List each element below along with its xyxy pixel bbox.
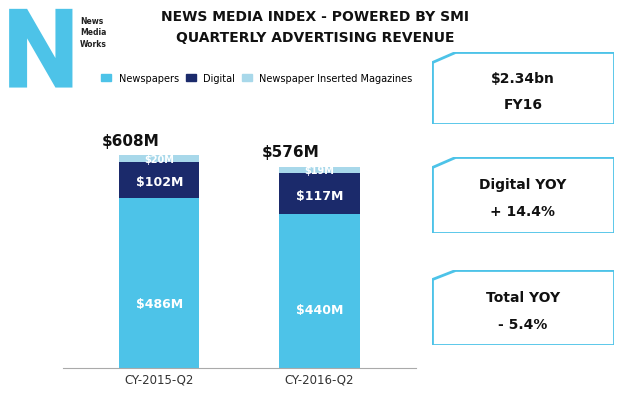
Polygon shape [432, 270, 614, 346]
Bar [280, 174, 360, 215]
Text: FY16: FY16 [503, 98, 542, 112]
Text: $19M: $19M [305, 166, 335, 175]
Text: NEWS MEDIA INDEX - POWERED BY SMI: NEWS MEDIA INDEX - POWERED BY SMI [161, 10, 469, 24]
Text: $117M: $117M [296, 190, 343, 203]
Bar [119, 198, 199, 368]
Text: - 5.4%: - 5.4% [498, 317, 547, 331]
Polygon shape [432, 157, 614, 233]
Polygon shape [432, 53, 614, 125]
Legend: Newspapers, Digital, Newspaper Inserted Magazines: Newspapers, Digital, Newspaper Inserted … [100, 72, 415, 85]
Text: News
Media
Works: News Media Works [80, 16, 107, 49]
Text: $486M: $486M [135, 297, 183, 310]
Text: Total YOY: Total YOY [486, 290, 560, 304]
Text: $2.34bn: $2.34bn [491, 72, 555, 86]
Text: $440M: $440M [296, 303, 343, 316]
Text: + 14.4%: + 14.4% [490, 205, 556, 219]
Bar [280, 167, 360, 174]
Polygon shape [9, 10, 72, 88]
Bar [280, 215, 360, 368]
Text: $608M: $608M [101, 133, 159, 148]
Bar [119, 163, 199, 198]
Text: $576M: $576M [262, 144, 319, 160]
Bar [119, 156, 199, 163]
Text: QUARTERLY ADVERTISING REVENUE: QUARTERLY ADVERTISING REVENUE [176, 31, 454, 45]
Text: $102M: $102M [135, 176, 183, 189]
Text: $20M: $20M [144, 155, 174, 164]
Text: Digital YOY: Digital YOY [479, 178, 566, 192]
